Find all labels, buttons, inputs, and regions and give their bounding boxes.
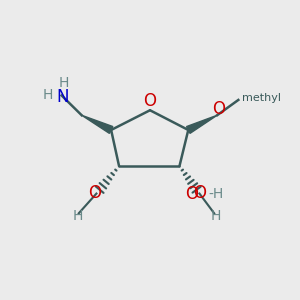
Text: O: O bbox=[88, 184, 101, 202]
Text: O: O bbox=[185, 184, 198, 202]
Text: O: O bbox=[143, 92, 157, 110]
Text: -H: -H bbox=[208, 187, 224, 201]
Text: H: H bbox=[73, 209, 83, 223]
Text: H: H bbox=[42, 88, 53, 102]
Text: N: N bbox=[56, 88, 68, 106]
Polygon shape bbox=[82, 115, 113, 134]
Polygon shape bbox=[187, 115, 217, 134]
Text: O: O bbox=[194, 184, 207, 202]
Text: methyl: methyl bbox=[242, 93, 281, 103]
Text: O: O bbox=[212, 100, 225, 118]
Text: H: H bbox=[211, 209, 221, 223]
Text: H: H bbox=[58, 76, 69, 90]
